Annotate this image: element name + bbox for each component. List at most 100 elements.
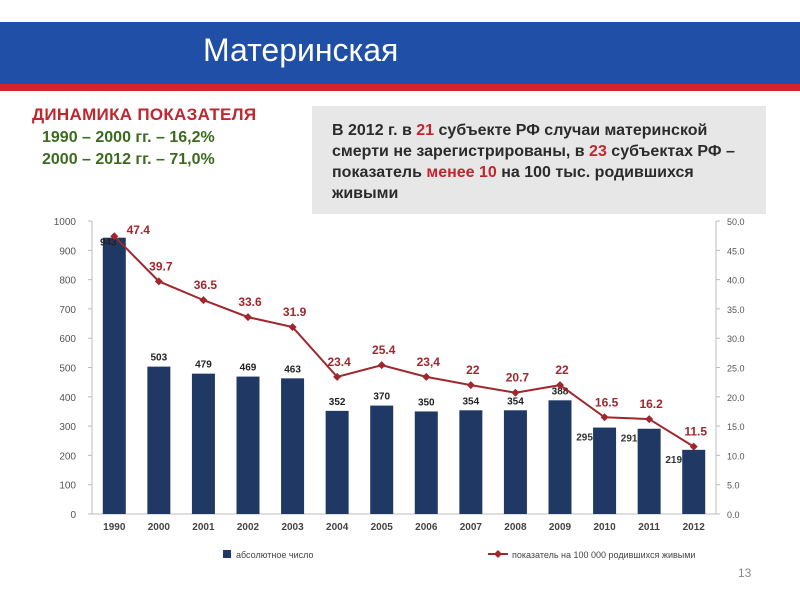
x-tick-label: 2010 (593, 522, 616, 533)
page-number: 13 (738, 566, 752, 580)
callout-number-2: 23 (589, 143, 607, 160)
legend-line-label: показатель на 100 000 родившихся живыми (512, 550, 695, 560)
rate-value-label: 22 (466, 363, 480, 377)
page-title: Материнская (203, 32, 399, 68)
rate-point (466, 381, 475, 390)
bar (459, 410, 483, 514)
right-tick-label: 40.0 (727, 276, 745, 286)
rate-point (645, 415, 654, 424)
bar (503, 410, 527, 514)
callout-number-3: менее 10 (426, 164, 497, 181)
x-tick-label: 2006 (415, 522, 438, 533)
right-tick-label: 0.0 (727, 510, 740, 520)
right-tick-label: 10.0 (727, 451, 745, 461)
left-tick-label: 1000 (54, 217, 77, 228)
bar (593, 427, 617, 514)
dynamics-block: ДИНАМИКА ПОКАЗАТЕЛЯ 1990 – 2000 гг. – 16… (32, 105, 256, 169)
dynamics-heading: ДИНАМИКА ПОКАЗАТЕЛЯ (32, 105, 257, 124)
bar-value-label: 354 (507, 396, 524, 407)
bar-value-label: 469 (240, 363, 257, 374)
rate-point (422, 372, 431, 381)
legend-bar-label: абсолютное число (236, 550, 313, 560)
callout-part-4: на 100 тыс. родившихся живыми (332, 164, 694, 202)
left-tick-label: 400 (59, 393, 76, 404)
dynamics-line-1: 1990 – 2000 гг. – 16,2% (42, 129, 215, 146)
left-tick-label: 900 (59, 246, 76, 257)
bar-value-label: 295 (576, 433, 593, 444)
callout-text: В 2012 г. в 21 субъекте РФ случаи матери… (332, 120, 752, 204)
bar (414, 411, 438, 514)
rate-value-label: 23.4 (327, 355, 351, 369)
callout-part-3: субъектах РФ – показатель (332, 143, 735, 181)
rate-value-label: 31.9 (283, 305, 307, 319)
left-tick-label: 800 (59, 276, 76, 287)
bar-value-label: 291 (621, 434, 638, 445)
x-tick-label: 2005 (371, 522, 394, 533)
bar (281, 378, 305, 514)
rate-value-label: 16.5 (595, 395, 619, 409)
rate-value-label: 47.4 (127, 223, 151, 237)
rate-point (288, 323, 297, 332)
left-tick-label: 200 (59, 451, 76, 462)
right-tick-label: 35.0 (727, 305, 745, 315)
rate-value-label: 25.4 (372, 343, 396, 357)
x-tick-label: 2001 (192, 522, 215, 533)
callout-number-1: 21 (416, 122, 435, 139)
bar (325, 410, 349, 514)
rate-value-label: 33.6 (238, 295, 262, 309)
left-tick-label: 600 (59, 334, 76, 345)
right-tick-label: 15.0 (727, 422, 745, 432)
bar (102, 237, 126, 515)
rate-line (113, 235, 695, 448)
left-tick-label: 500 (59, 364, 76, 375)
bar (236, 376, 260, 514)
x-tick-label: 2004 (326, 522, 349, 533)
rate-value-label: 36.5 (194, 278, 218, 292)
dynamics-line-2: 2000 – 2012 гг. – 71,0% (42, 151, 215, 168)
header-red-stripe (0, 84, 800, 91)
bar-value-label: 219 (665, 455, 682, 466)
rate-point (244, 313, 252, 322)
rate-point (377, 361, 386, 370)
x-tick-label: 2003 (281, 522, 304, 533)
rate-value-label: 20.7 (506, 371, 530, 385)
rate-point (556, 381, 564, 390)
bar-value-label: 479 (195, 360, 212, 371)
x-tick-label: 2007 (460, 522, 483, 533)
bar-value-label: 503 (151, 353, 168, 364)
header-banner (0, 22, 800, 84)
callout-box: В 2012 г. в 21 субъекте РФ случаи матери… (312, 106, 766, 214)
rate-point (154, 277, 163, 286)
bar-value-label: 943 (100, 238, 117, 249)
right-tick-label: 30.0 (727, 334, 745, 344)
bar (548, 400, 572, 514)
rate-value-label: 23,4 (417, 355, 441, 369)
bar (370, 405, 394, 514)
bar (682, 449, 706, 514)
rate-point (110, 232, 119, 241)
rate-point (199, 296, 208, 305)
x-tick-label: 2011 (638, 522, 660, 533)
rate-value-label: 11.5 (684, 425, 707, 439)
bar-value-label: 350 (418, 397, 435, 408)
x-tick-label: 2002 (237, 522, 260, 533)
bar-value-label: 354 (463, 396, 480, 407)
bar (637, 428, 661, 514)
right-tick-label: 25.0 (727, 364, 745, 374)
left-tick-label: 300 (59, 422, 76, 433)
left-tick-label: 0 (70, 510, 76, 521)
rate-value-label: 39.7 (149, 259, 173, 273)
callout-part-1: В 2012 г. в (332, 122, 417, 139)
bar-value-label: 463 (284, 364, 301, 375)
bar (191, 373, 215, 514)
rate-point (333, 372, 342, 381)
rate-point (511, 388, 520, 397)
right-tick-label: 5.0 (727, 481, 740, 491)
bar-value-label: 370 (373, 392, 390, 403)
rate-value-label: 22 (555, 363, 569, 377)
right-tick-label: 45.0 (727, 246, 745, 256)
rate-point (689, 442, 698, 451)
right-tick-label: 20.0 (727, 393, 745, 403)
legend-line-marker (494, 550, 502, 558)
